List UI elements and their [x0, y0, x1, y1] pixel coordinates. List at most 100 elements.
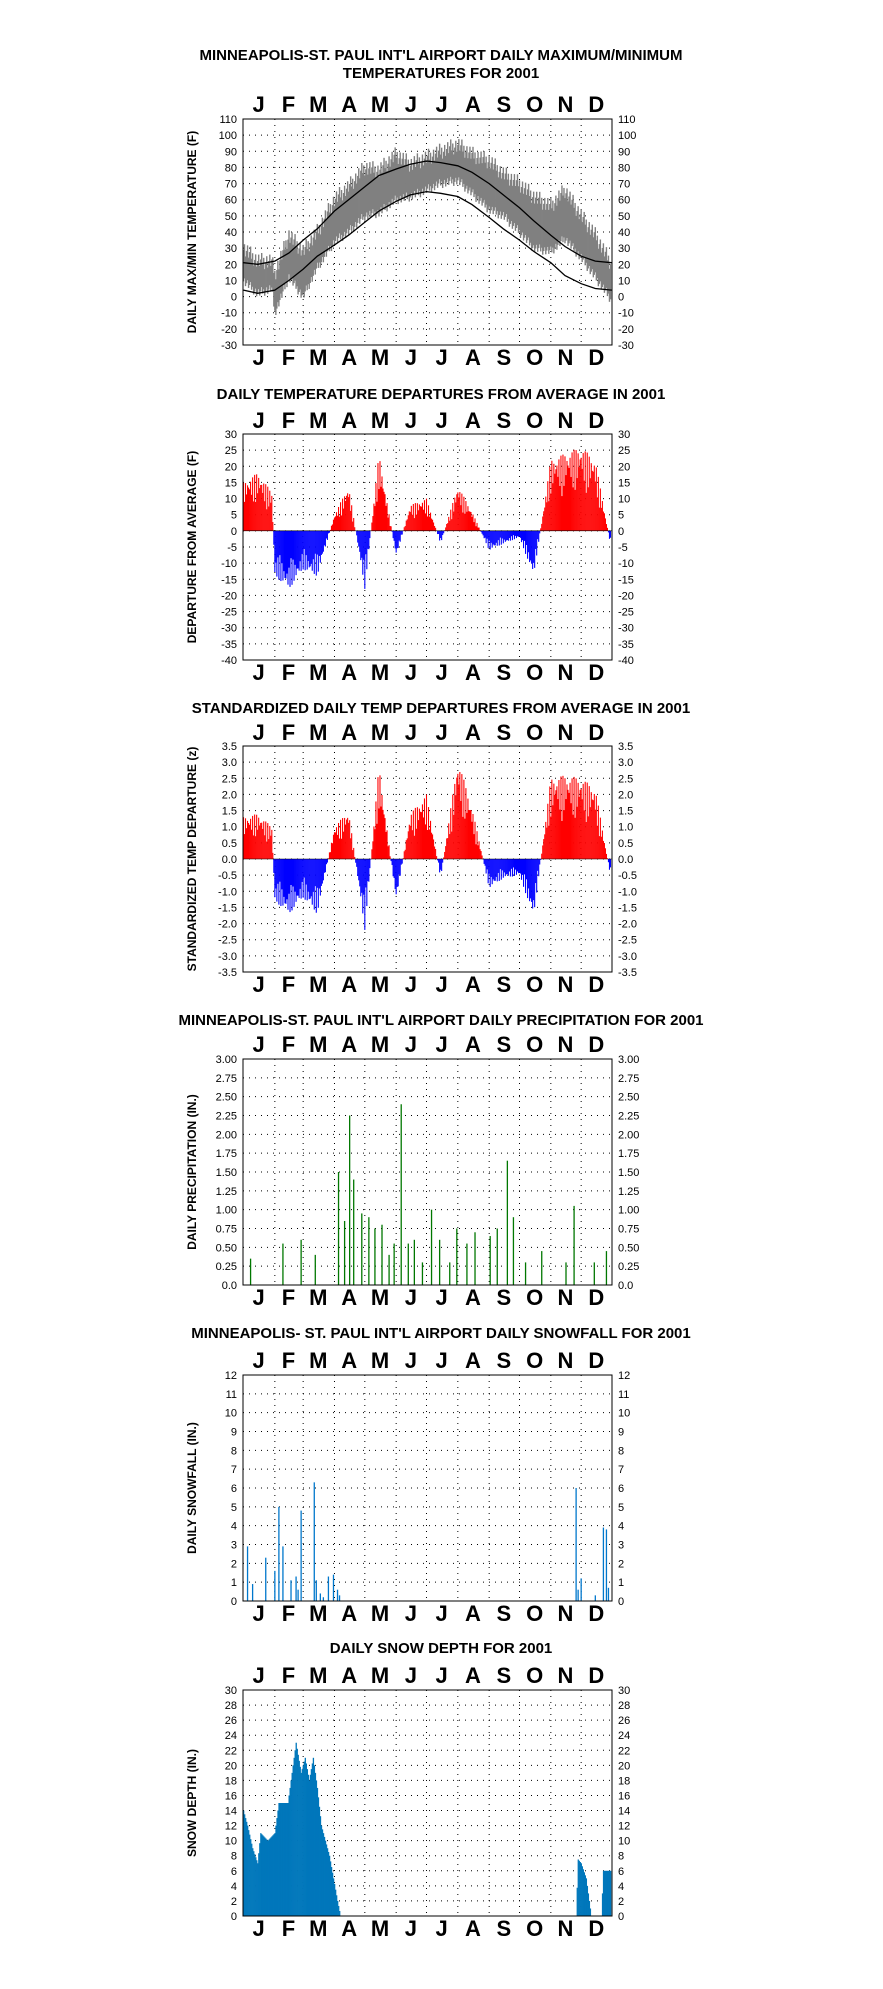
snow-depth-bar	[280, 1803, 282, 1916]
snow-depth-bar	[321, 1829, 324, 1916]
month-label-top: J	[405, 92, 417, 117]
snow-depth-bar	[287, 1803, 289, 1916]
snow-depth-bar	[277, 1810, 279, 1916]
y-tick-label-right: 2.0	[618, 789, 633, 801]
snow-depth-bar	[602, 1870, 605, 1916]
plot-frame	[242, 118, 613, 346]
month-label-bottom: S	[496, 1916, 511, 1941]
snow-depth-bar	[305, 1763, 307, 1916]
month-label-top: M	[371, 408, 389, 433]
snow-depth-bar	[286, 1803, 288, 1916]
month-label-bottom: J	[253, 972, 265, 997]
month-label-top: N	[558, 92, 574, 117]
month-label-top: O	[526, 92, 543, 117]
month-label-top: J	[253, 720, 265, 745]
snow-depth-bar	[263, 1836, 265, 1916]
y-tick-label-right: 12	[618, 1370, 630, 1382]
chart-standardized: STANDARDIZED DAILY TEMP DEPARTURES FROM …	[185, 700, 690, 997]
y-tick-label-left: 4	[231, 1881, 237, 1893]
snow-depth-bar	[607, 1870, 610, 1916]
month-label-top: J	[253, 408, 265, 433]
y-tick-label-left: 9	[231, 1427, 237, 1439]
month-label-bottom: O	[526, 345, 543, 370]
y-tick-label-right: 6	[618, 1483, 624, 1495]
month-label-bottom: J	[405, 1285, 417, 1310]
y-tick-label-left: 2	[231, 1558, 237, 1570]
month-label-top: S	[496, 720, 511, 745]
y-tick-label-left: 1	[231, 1577, 237, 1589]
y-tick-label-left: 20	[225, 461, 237, 473]
y-tick-label-right: -2.0	[618, 919, 637, 931]
y-tick-label-left: 11	[226, 1389, 237, 1401]
y-tick-label-right: -2.5	[618, 935, 637, 947]
snow-depth-bar	[271, 1836, 273, 1916]
plot-frame	[242, 433, 613, 661]
snow-depth-bar	[311, 1763, 314, 1916]
y-tick-label-left: 16	[225, 1790, 237, 1802]
month-label-top: D	[588, 1032, 604, 1057]
month-label-top: A	[341, 408, 357, 433]
month-label-top: O	[526, 408, 543, 433]
y-tick-label-right: 11	[618, 1389, 629, 1401]
y-tick-label-right: 3.0	[618, 757, 633, 769]
month-label-top: M	[371, 1663, 389, 1688]
y-tick-label-right: 1	[618, 1577, 624, 1589]
y-tick-label-right: 4	[618, 1881, 624, 1893]
snow-depth-bar	[269, 1838, 271, 1916]
y-tick-label-left: 1.0	[222, 822, 237, 834]
snow-depth-bar	[306, 1769, 309, 1916]
month-label-top: M	[309, 1032, 327, 1057]
snow-depth-bar	[292, 1765, 294, 1916]
month-label-top: J	[436, 408, 448, 433]
y-tick-label-left: -3.5	[218, 967, 237, 979]
snow-depth-bar	[583, 1872, 586, 1916]
y-tick-label-right: 24	[618, 1730, 630, 1742]
chart-temps: MINNEAPOLIS-ST. PAUL INT'L AIRPORT DAILY…	[185, 47, 683, 370]
y-tick-label-right: -30	[618, 340, 634, 352]
snow-depth-bar	[260, 1833, 262, 1916]
y-tick-label-right: -15	[618, 574, 634, 586]
y-tick-label-left: 2.00	[216, 1129, 237, 1141]
month-label-top: J	[405, 1348, 417, 1373]
snow-depth-bar	[248, 1830, 250, 1916]
month-label-top: A	[465, 1032, 481, 1057]
snow-depth-bar	[580, 1863, 582, 1916]
y-tick-label-left: 3	[231, 1540, 237, 1552]
month-label-bottom: A	[465, 1916, 481, 1941]
snow-depth-bar	[289, 1787, 291, 1916]
snow-depth-bar	[582, 1869, 584, 1916]
snow-depth-bar	[243, 1810, 245, 1916]
month-label-bottom: J	[436, 660, 448, 685]
y-tick-label-right: -3.0	[618, 951, 637, 963]
y-tick-label-right: 1.75	[618, 1148, 639, 1160]
month-label-bottom: J	[253, 345, 265, 370]
month-label-top: J	[436, 92, 448, 117]
snow-depth-bar	[337, 1900, 339, 1916]
y-tick-label-right: 6	[618, 1866, 624, 1878]
snow-depth-bar	[586, 1885, 589, 1916]
month-label-bottom: M	[371, 972, 389, 997]
snow-depth-bar	[310, 1769, 313, 1916]
y-tick-label-right: 22	[618, 1745, 630, 1757]
snow-depth-bar	[288, 1795, 290, 1916]
month-label-top: S	[496, 1032, 511, 1057]
y-tick-label-right: 10	[618, 1836, 630, 1848]
month-label-bottom: S	[496, 1601, 511, 1626]
max-min-range-series	[242, 139, 612, 316]
snow-depth-bar	[298, 1760, 300, 1916]
y-tick-label-left: 0	[231, 1596, 237, 1608]
month-label-top: D	[588, 408, 604, 433]
y-tick-label-left: 0.75	[216, 1224, 237, 1236]
y-tick-label-left: -20	[221, 324, 237, 336]
y-tick-label-right: 10	[618, 494, 630, 506]
snow-depth-bar	[578, 1860, 580, 1916]
month-label-bottom: J	[405, 1601, 417, 1626]
bar-series	[242, 449, 612, 589]
month-label-bottom: J	[253, 660, 265, 685]
y-tick-label-right: -1.5	[618, 902, 637, 914]
month-label-bottom: M	[309, 660, 327, 685]
y-tick-label-left: 2.50	[216, 1092, 237, 1104]
y-tick-label-left: -1.0	[218, 886, 237, 898]
snow-depth-bar	[281, 1803, 283, 1916]
snow-depth-bar	[605, 1870, 608, 1916]
